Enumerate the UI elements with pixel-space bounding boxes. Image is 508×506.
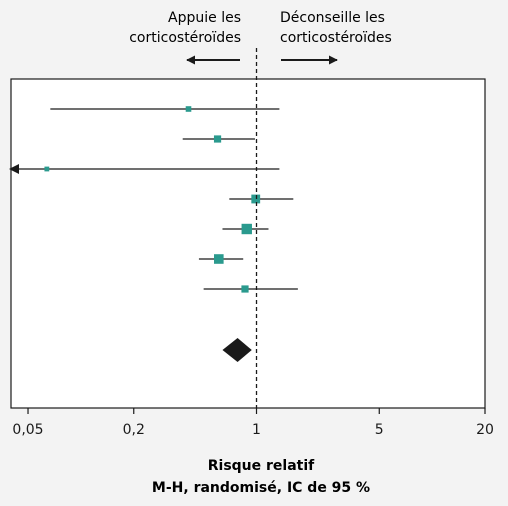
direction-left-label-line2: corticostéroïdes bbox=[129, 30, 241, 46]
study-estimate-marker bbox=[213, 135, 222, 143]
pooled-estimate-diamond bbox=[222, 338, 252, 362]
x-tick-label: 20 bbox=[476, 422, 494, 438]
x-axis-ticks: 0,05 0,2 1 5 20 bbox=[12, 408, 494, 438]
x-tick-label: 0,2 bbox=[123, 422, 145, 438]
x-tick-label: 5 bbox=[375, 422, 384, 438]
study-estimate-marker bbox=[241, 285, 249, 293]
x-axis-title-line2: M-H, randomisé, IC de 95 % bbox=[152, 480, 370, 496]
plot-area bbox=[10, 78, 486, 409]
direction-left-label-line1: Appuie les bbox=[168, 10, 241, 26]
x-tick-label: 0,05 bbox=[12, 422, 43, 438]
chart-marks bbox=[9, 106, 298, 362]
study-estimate-marker bbox=[185, 106, 192, 112]
direction-right-label-line2: corticostéroïdes bbox=[280, 30, 392, 46]
study-estimate-marker bbox=[44, 166, 50, 172]
x-tick-label: 1 bbox=[252, 422, 261, 438]
x-axis-title-line1: Risque relatif bbox=[208, 458, 315, 474]
study-estimate-marker bbox=[241, 223, 252, 235]
study-estimate-marker bbox=[214, 254, 224, 264]
study-estimate-marker bbox=[251, 194, 261, 204]
ci-truncation-arrow bbox=[9, 164, 19, 174]
direction-right-label-line1: Déconseille les bbox=[280, 10, 385, 26]
